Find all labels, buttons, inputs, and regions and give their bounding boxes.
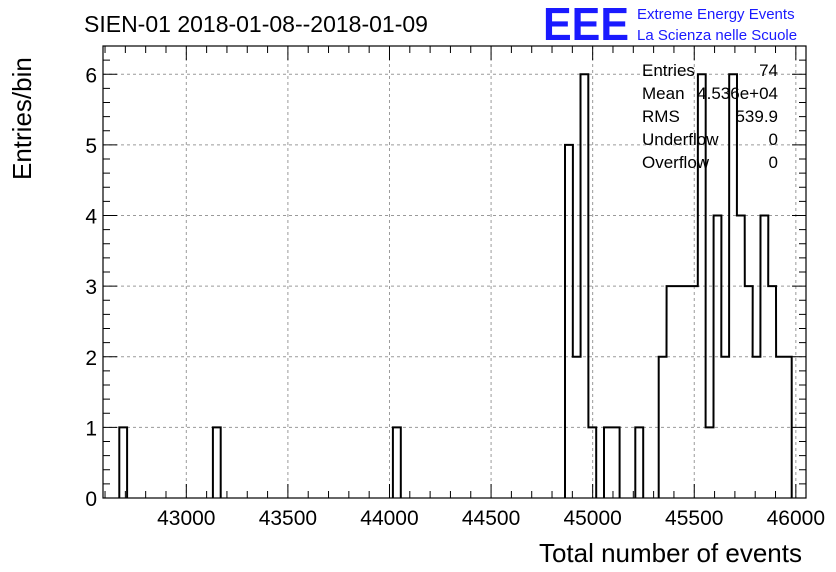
x-tick-label: 45000 xyxy=(563,507,621,530)
x-tick-label: 43000 xyxy=(157,507,215,530)
stats-rms-value: 539.9 xyxy=(735,107,778,126)
stats-mean-label: Mean xyxy=(642,84,685,103)
x-tick-label: 46000 xyxy=(767,507,825,530)
histogram-bin xyxy=(635,427,643,498)
x-tick-label: 44500 xyxy=(462,507,520,530)
stats-overflow-value: 0 xyxy=(769,153,778,172)
y-tick-label: 2 xyxy=(85,347,97,370)
y-tick-label: 1 xyxy=(85,417,97,440)
stats-underflow-value: 0 xyxy=(769,130,778,149)
axes xyxy=(102,45,807,499)
histogram-bin xyxy=(768,286,776,498)
y-tick-label: 4 xyxy=(85,206,97,229)
y-axis-label: Entries/bin xyxy=(7,57,37,180)
stats-overflow-label: Overflow xyxy=(642,153,710,172)
grid xyxy=(103,46,806,498)
y-tick-label: 3 xyxy=(85,276,97,299)
stats-entries-value: 74 xyxy=(759,61,778,80)
stats-mean-value: 4.536e+04 xyxy=(697,84,778,103)
histogram-bin xyxy=(667,286,675,498)
stats-box: Entries 74 Mean 4.536e+04 RMS 539.9 Unde… xyxy=(642,61,778,172)
logo-mark: EEE xyxy=(543,0,629,50)
histogram-bin xyxy=(745,286,753,498)
x-tick-label: 43500 xyxy=(259,507,317,530)
x-tick-label: 44000 xyxy=(360,507,418,530)
histogram-bin xyxy=(119,427,127,498)
tick-labels: 43000 43500 44000 44500 45000 45500 46000 0 1 2 3 4… xyxy=(85,64,825,530)
histogram-bin xyxy=(213,427,221,498)
histogram-bin xyxy=(393,427,401,498)
stats-underflow-label: Underflow xyxy=(642,130,719,149)
logo-line-1: Extreme Energy Events xyxy=(637,6,795,23)
histogram-bin xyxy=(682,286,690,498)
histogram-bin xyxy=(674,286,682,498)
chart-title: SIEN-01 2018-01-08--2018-01-09 xyxy=(84,11,428,37)
eee-logo: EEE Extreme Energy Events La Scienza nel… xyxy=(543,0,797,50)
histogram-bin xyxy=(612,427,620,498)
stats-entries-label: Entries xyxy=(642,61,695,80)
histogram-bin xyxy=(565,145,573,498)
x-tick-label: 45500 xyxy=(665,507,723,530)
y-tick-label: 5 xyxy=(85,135,97,158)
x-axis-label: Total number of events xyxy=(539,538,802,568)
y-tick-label: 0 xyxy=(85,488,97,511)
histogram-bin xyxy=(706,427,714,498)
histogram-bin xyxy=(604,427,612,498)
plot-frame xyxy=(102,45,807,499)
y-tick-label: 6 xyxy=(85,64,97,87)
logo-line-2: La Scienza nelle Scuole xyxy=(637,27,797,44)
histogram-bars xyxy=(118,73,793,498)
stats-rms-label: RMS xyxy=(642,107,680,126)
histogram-outline xyxy=(118,73,793,498)
